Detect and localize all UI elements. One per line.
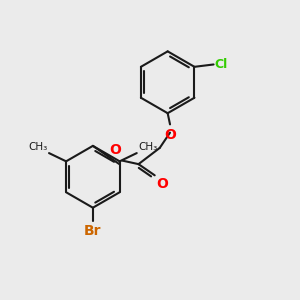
Text: O: O (109, 143, 121, 157)
Text: O: O (164, 128, 176, 142)
Text: Br: Br (84, 224, 102, 238)
Text: CH₃: CH₃ (138, 142, 157, 152)
Text: O: O (156, 177, 168, 191)
Text: Cl: Cl (215, 58, 228, 71)
Text: CH₃: CH₃ (28, 142, 48, 152)
